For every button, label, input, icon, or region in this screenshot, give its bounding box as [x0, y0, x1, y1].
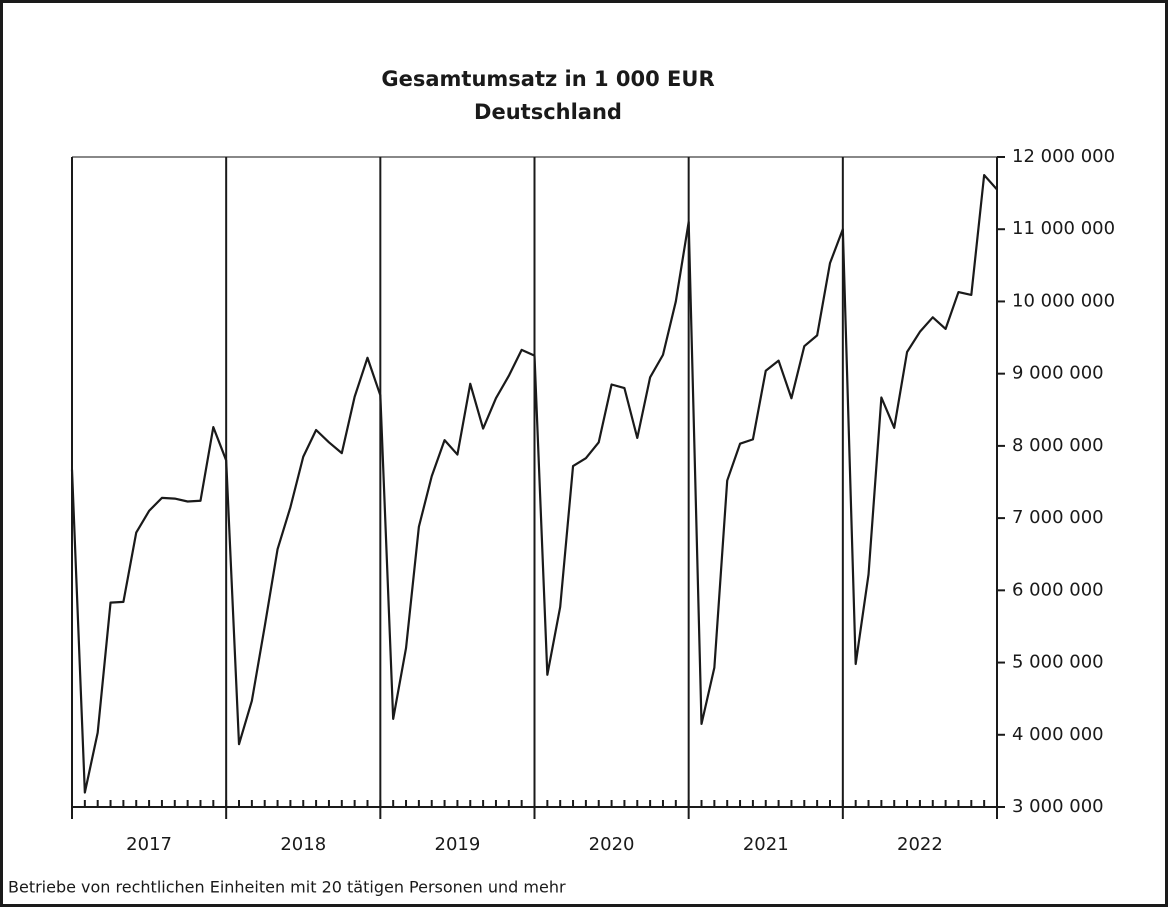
year-label: 2021 [743, 834, 789, 855]
chart-title: Gesamtumsatz in 1 000 EUR [381, 67, 714, 91]
year-label: 2022 [897, 834, 943, 855]
year-label: 2020 [589, 834, 635, 855]
y-tick-label: 7 000 000 [1012, 507, 1104, 528]
chart-subtitle: Deutschland [474, 100, 622, 124]
y-tick-label: 4 000 000 [1012, 724, 1104, 745]
year-label: 2017 [126, 834, 172, 855]
y-tick-label: 3 000 000 [1012, 796, 1104, 817]
y-tick-label: 5 000 000 [1012, 652, 1104, 673]
year-label: 2018 [280, 834, 326, 855]
y-tick-label: 11 000 000 [1012, 218, 1115, 239]
y-tick-label: 8 000 000 [1012, 435, 1104, 456]
footnote: Betriebe von rechtlichen Einheiten mit 2… [8, 878, 566, 897]
y-tick-label: 12 000 000 [1012, 146, 1115, 167]
line [70, 173, 998, 794]
y-tick-label: 9 000 000 [1012, 363, 1104, 384]
year-label: 2019 [435, 834, 481, 855]
y-tick-label: 10 000 000 [1012, 290, 1115, 311]
y-tick-label: 6 000 000 [1012, 579, 1104, 600]
